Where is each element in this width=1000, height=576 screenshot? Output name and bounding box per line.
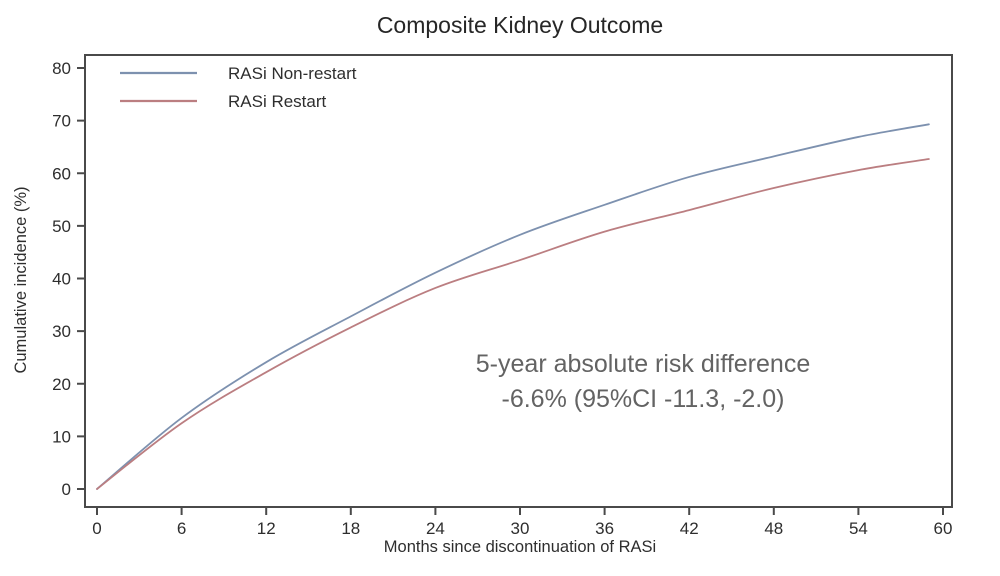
y-tick-label: 70 (52, 112, 71, 131)
legend-label-restart: RASi Restart (228, 92, 327, 111)
y-axis-title: Cumulative incidence (%) (12, 186, 30, 373)
y-tick-label: 60 (52, 164, 71, 183)
x-tick-label: 30 (511, 519, 530, 538)
y-tick-label: 40 (52, 270, 71, 289)
x-tick-label: 6 (177, 519, 186, 538)
annotation-line-1: 5-year absolute risk difference (476, 350, 810, 378)
x-tick-label: 0 (92, 519, 101, 538)
x-tick-label: 24 (426, 519, 445, 538)
y-tick-label: 20 (52, 375, 71, 394)
annotation-line-2: -6.6% (95%CI -11.3, -2.0) (502, 385, 785, 413)
x-tick-label: 36 (595, 519, 614, 538)
legend-label-non-restart: RASi Non-restart (228, 64, 357, 83)
risk-difference-annotation: 5-year absolute risk difference -6.6% (9… (476, 350, 810, 413)
y-tick-label: 80 (52, 59, 71, 78)
axis-ticks: 0 6 12 18 24 30 36 42 48 54 60 0 10 20 30 40 50 60 70 80 (52, 59, 952, 538)
x-axis-title: Months since discontinuation of RASi (384, 538, 656, 556)
curve-non-restart (96, 123, 930, 490)
x-tick-label: 42 (680, 519, 699, 538)
data-curves (96, 123, 930, 490)
y-tick-label: 0 (62, 480, 71, 499)
plot-frame (84, 54, 953, 508)
x-tick-label: 60 (934, 519, 953, 538)
chart-title: Composite Kidney Outcome (377, 12, 663, 38)
curve-restart (96, 158, 930, 490)
y-tick-label: 50 (52, 217, 71, 236)
y-tick-label: 30 (52, 322, 71, 341)
x-tick-label: 54 (849, 519, 868, 538)
x-tick-label: 48 (764, 519, 783, 538)
y-tick-label: 10 (52, 427, 71, 446)
x-tick-label: 18 (341, 519, 360, 538)
legend: RASi Non-restart RASi Restart (120, 64, 357, 111)
x-tick-label: 12 (257, 519, 276, 538)
